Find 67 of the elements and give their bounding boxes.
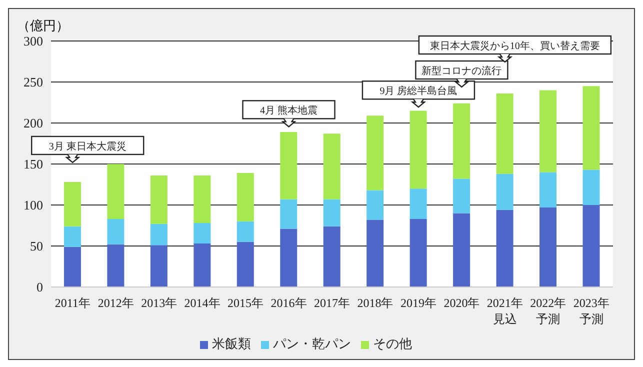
x-tick-label: 2019年 bbox=[400, 296, 436, 310]
legend-label: その他 bbox=[373, 336, 412, 351]
x-tick-label: 2014年 bbox=[184, 296, 220, 310]
y-tick-label: 250 bbox=[24, 74, 43, 90]
annotation: 4月 熊本地震 bbox=[260, 104, 318, 117]
x-tick-label: 2021年見込 bbox=[486, 296, 523, 326]
legend-label: パン・乾パン bbox=[273, 336, 351, 351]
y-tick-label: 300 bbox=[24, 34, 43, 49]
bar bbox=[107, 218, 124, 244]
bar bbox=[453, 178, 470, 214]
y-tick-label: 0 bbox=[36, 280, 43, 295]
x-tick-label: 2020年 bbox=[444, 296, 480, 310]
bar bbox=[410, 110, 427, 189]
bar bbox=[540, 172, 557, 208]
bar bbox=[366, 116, 384, 190]
bar bbox=[323, 226, 340, 287]
bar bbox=[64, 182, 81, 226]
bar bbox=[323, 199, 340, 226]
x-tick-label: 2011年 bbox=[54, 296, 90, 310]
bar bbox=[366, 190, 384, 220]
bar bbox=[496, 93, 514, 174]
bar bbox=[280, 132, 298, 200]
bar bbox=[582, 205, 600, 287]
bar bbox=[236, 242, 254, 287]
annotation: 3月 東日本大震災 bbox=[48, 140, 126, 152]
bar bbox=[496, 174, 514, 210]
bar bbox=[323, 134, 340, 200]
bar bbox=[150, 224, 168, 246]
bar bbox=[64, 226, 81, 247]
bar bbox=[410, 188, 427, 219]
x-tick-label: 2016年 bbox=[270, 296, 307, 310]
bar bbox=[194, 223, 211, 244]
x-tick-label: 2022年予測 bbox=[530, 296, 566, 326]
legend-label: 米飯類 bbox=[212, 336, 251, 351]
bar bbox=[582, 170, 600, 205]
bar bbox=[410, 218, 427, 287]
x-tick-label: 2017年 bbox=[314, 296, 350, 310]
bar bbox=[236, 221, 254, 242]
x-tick-label: 2018年 bbox=[357, 296, 394, 310]
x-tick-label: 2015年 bbox=[228, 296, 264, 310]
bar bbox=[236, 173, 254, 222]
y-tick-label: 100 bbox=[24, 198, 43, 213]
bar bbox=[540, 207, 557, 287]
bar bbox=[496, 210, 514, 287]
bar bbox=[366, 220, 384, 287]
x-tick-label: 2012年 bbox=[98, 296, 134, 310]
bar bbox=[453, 213, 470, 287]
bar bbox=[280, 228, 298, 287]
bar bbox=[150, 175, 168, 224]
annotation: 9月 房総半島台風 bbox=[380, 85, 458, 98]
bar bbox=[582, 86, 600, 170]
y-tick-label: 50 bbox=[30, 238, 43, 254]
x-tick-label: 2013年 bbox=[141, 296, 178, 310]
bar bbox=[453, 103, 470, 179]
bar bbox=[194, 244, 211, 287]
bar bbox=[107, 244, 124, 287]
bar bbox=[150, 245, 168, 287]
annotation: 東日本大震災から10年、買い替え需要 bbox=[430, 40, 600, 52]
bar bbox=[540, 90, 557, 172]
y-tick-label: 200 bbox=[24, 116, 43, 131]
bar bbox=[280, 199, 298, 229]
y-axis-title: （億円） bbox=[17, 17, 69, 35]
x-tick-label: 2023年予測 bbox=[573, 296, 610, 326]
bar bbox=[64, 246, 81, 287]
bar bbox=[107, 164, 124, 219]
bar bbox=[194, 175, 211, 224]
annotation: 新型コロナの流行 bbox=[422, 65, 502, 77]
